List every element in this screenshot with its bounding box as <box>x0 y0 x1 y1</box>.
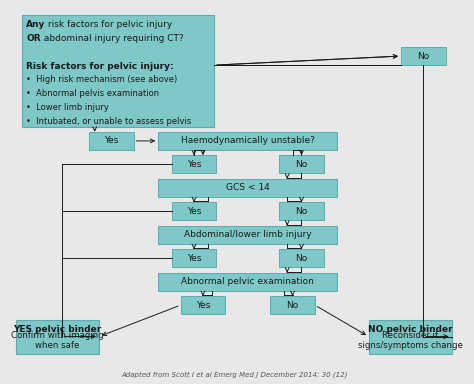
Text: Risk factors for pelvic injury:: Risk factors for pelvic injury: <box>26 62 173 71</box>
Text: No: No <box>295 160 308 169</box>
Text: •  Abnormal pelvis examination: • Abnormal pelvis examination <box>26 89 159 98</box>
Text: OR: OR <box>26 34 41 43</box>
Text: Yes: Yes <box>187 207 201 216</box>
Text: •  High risk mechanism (see above): • High risk mechanism (see above) <box>26 75 177 84</box>
FancyBboxPatch shape <box>158 273 337 291</box>
Text: No: No <box>286 301 299 310</box>
Text: No: No <box>295 207 308 216</box>
FancyBboxPatch shape <box>279 155 324 174</box>
Text: GCS < 14: GCS < 14 <box>226 183 270 192</box>
Text: Any: Any <box>26 20 46 29</box>
Text: Yes: Yes <box>196 301 210 310</box>
FancyBboxPatch shape <box>369 319 452 354</box>
FancyBboxPatch shape <box>172 202 217 220</box>
FancyBboxPatch shape <box>181 296 225 314</box>
FancyBboxPatch shape <box>158 226 337 244</box>
FancyBboxPatch shape <box>270 296 315 314</box>
Text: Yes: Yes <box>187 160 201 169</box>
FancyBboxPatch shape <box>172 155 217 174</box>
FancyBboxPatch shape <box>89 132 134 150</box>
Text: Yes: Yes <box>187 254 201 263</box>
FancyBboxPatch shape <box>172 249 217 267</box>
Text: No: No <box>417 51 429 61</box>
Text: Reconsider if
signs/symptoms change: Reconsider if signs/symptoms change <box>358 331 463 350</box>
FancyBboxPatch shape <box>401 47 446 65</box>
FancyBboxPatch shape <box>21 15 214 127</box>
Text: Confirm with imaging
when safe: Confirm with imaging when safe <box>11 331 104 350</box>
Text: risk factors for pelvic injury: risk factors for pelvic injury <box>46 20 173 29</box>
Text: abdominal injury requiring CT?: abdominal injury requiring CT? <box>41 34 184 43</box>
Text: Abnormal pelvic examination: Abnormal pelvic examination <box>182 277 314 286</box>
Text: Adapted from Scott I et al Emerg Med J December 2014: 30 (12): Adapted from Scott I et al Emerg Med J D… <box>121 371 347 378</box>
Text: Abdominal/lower limb injury: Abdominal/lower limb injury <box>184 230 311 239</box>
FancyBboxPatch shape <box>279 249 324 267</box>
Text: No: No <box>295 254 308 263</box>
Text: Yes: Yes <box>104 136 118 146</box>
Text: YES pelvic binder: YES pelvic binder <box>13 324 102 334</box>
Text: NO pelvic binder: NO pelvic binder <box>368 324 453 334</box>
FancyBboxPatch shape <box>158 132 337 150</box>
Text: •  Lower limb injury: • Lower limb injury <box>26 103 109 112</box>
FancyBboxPatch shape <box>16 319 99 354</box>
FancyBboxPatch shape <box>279 202 324 220</box>
FancyBboxPatch shape <box>158 179 337 197</box>
Text: Haemodynamically unstable?: Haemodynamically unstable? <box>181 136 315 146</box>
Text: •  Intubated, or unable to assess pelvis: • Intubated, or unable to assess pelvis <box>26 117 191 126</box>
